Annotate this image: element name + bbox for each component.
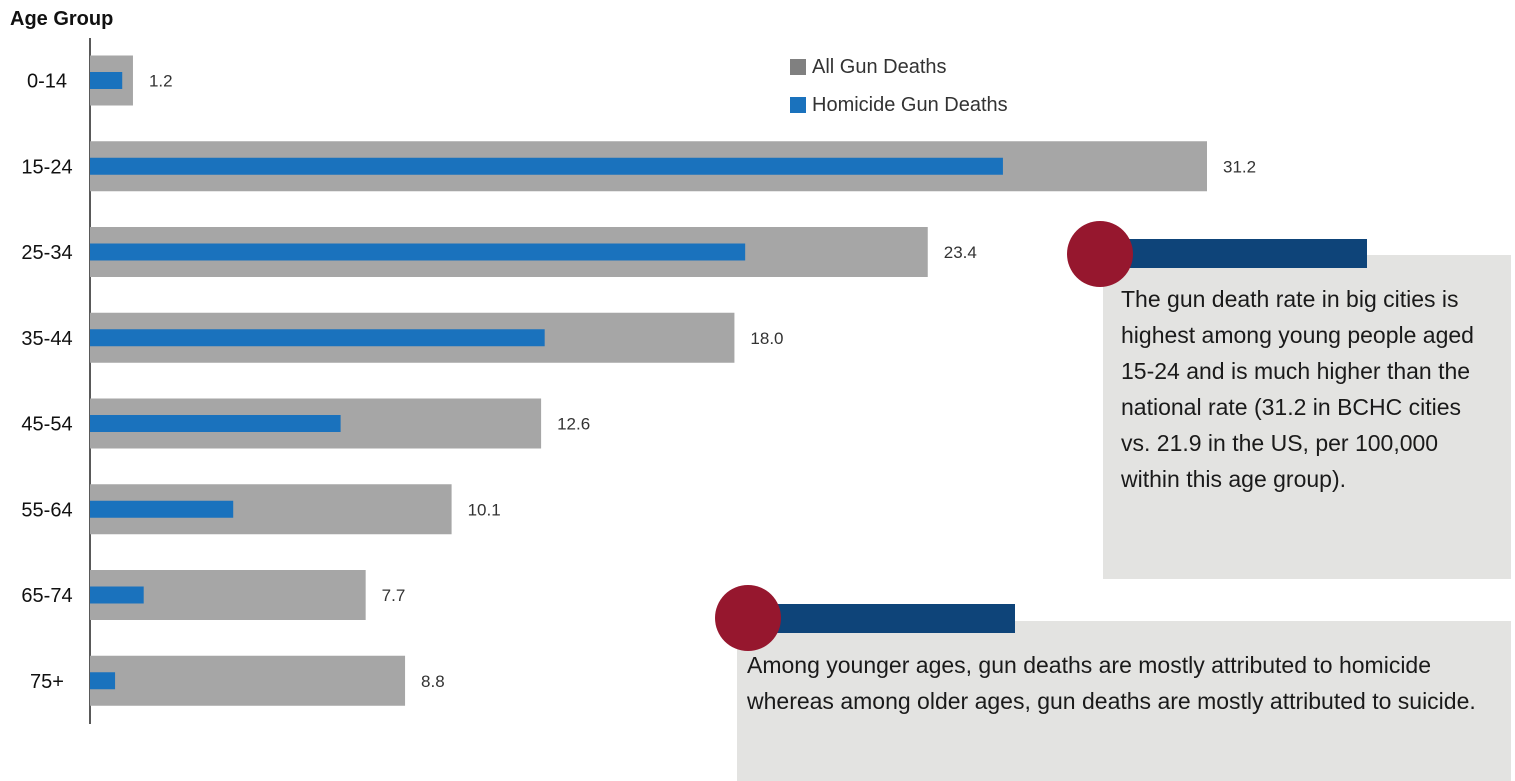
callout-text-young-people: The gun death rate in big cities is high… xyxy=(1121,286,1474,492)
data-label-75: 8.8 xyxy=(421,672,445,691)
data-label-55-64: 10.1 xyxy=(468,500,501,519)
legend-item-homicide-gun-deaths: Homicide Gun Deaths xyxy=(790,86,1008,124)
bar-homicide-15-24 xyxy=(90,157,1003,175)
tick-label-55-64: 55-64 xyxy=(21,499,72,521)
callout-accent-dot-1 xyxy=(1067,221,1133,287)
tick-label-15-24: 15-24 xyxy=(21,156,72,178)
legend-item-all-gun-deaths: All Gun Deaths xyxy=(790,48,1008,86)
legend-label-all: All Gun Deaths xyxy=(812,55,947,78)
legend-label-homicide: Homicide Gun Deaths xyxy=(812,93,1008,116)
tick-label-0-14: 0-14 xyxy=(27,71,67,93)
tick-label-35-44: 35-44 xyxy=(21,328,72,350)
bar-homicide-75 xyxy=(90,672,116,690)
bar-homicide-65-74 xyxy=(90,586,144,604)
callout-box-young-people: The gun death rate in big cities is high… xyxy=(1103,255,1511,579)
bar-homicide-35-44 xyxy=(90,329,545,347)
tick-label-45-54: 45-54 xyxy=(21,414,72,436)
tick-label-75: 75+ xyxy=(30,671,64,693)
data-label-25-34: 23.4 xyxy=(944,243,977,262)
bar-all-75 xyxy=(90,655,406,706)
data-label-35-44: 18.0 xyxy=(750,329,783,348)
callout-accent-dot-2 xyxy=(715,585,781,651)
data-label-65-74: 7.7 xyxy=(382,586,406,605)
callout-accent-bar-1 xyxy=(1110,239,1367,268)
tick-label-65-74: 65-74 xyxy=(21,585,72,607)
bar-homicide-0-14 xyxy=(90,72,123,89)
callout-text-homicide-suicide: Among younger ages, gun deaths are mostl… xyxy=(747,652,1476,714)
legend-swatch-all xyxy=(790,59,806,75)
data-label-45-54: 12.6 xyxy=(557,415,590,434)
data-label-0-14: 1.2 xyxy=(149,72,173,91)
bar-homicide-25-34 xyxy=(90,243,746,261)
data-label-15-24: 31.2 xyxy=(1223,157,1256,176)
legend-swatch-homicide xyxy=(790,97,806,113)
y-axis-title: Age Group xyxy=(10,8,114,30)
bar-homicide-45-54 xyxy=(90,415,341,432)
callout-accent-bar-2 xyxy=(750,604,1015,633)
bar-homicide-55-64 xyxy=(90,500,234,518)
callout-box-homicide-suicide: Among younger ages, gun deaths are mostl… xyxy=(737,621,1511,781)
tick-label-25-34: 25-34 xyxy=(21,242,72,264)
legend: All Gun Deaths Homicide Gun Deaths xyxy=(790,48,1008,124)
